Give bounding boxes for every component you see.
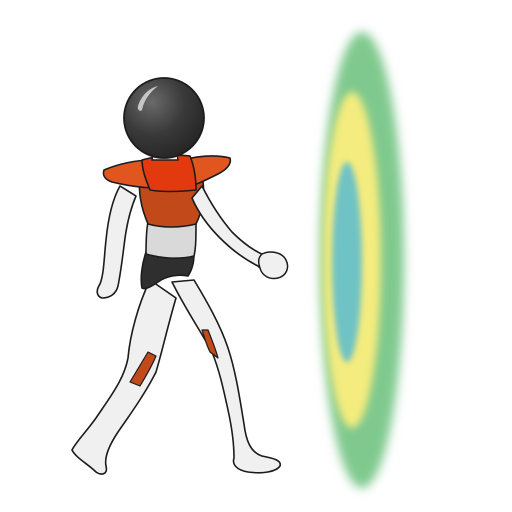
front-leg bbox=[171, 279, 282, 474]
front-leg-kneepad bbox=[201, 329, 219, 359]
back-leg bbox=[71, 279, 177, 475]
helmet-highlight bbox=[137, 86, 158, 111]
front-fist bbox=[257, 251, 289, 280]
helmet bbox=[123, 77, 205, 159]
portal-inner-core bbox=[332, 162, 362, 362]
portal bbox=[320, 32, 404, 488]
helmet-sphere bbox=[123, 77, 205, 159]
walking-figure bbox=[71, 77, 289, 475]
back-leg-kneepad bbox=[129, 351, 157, 387]
back-arm bbox=[96, 185, 137, 299]
